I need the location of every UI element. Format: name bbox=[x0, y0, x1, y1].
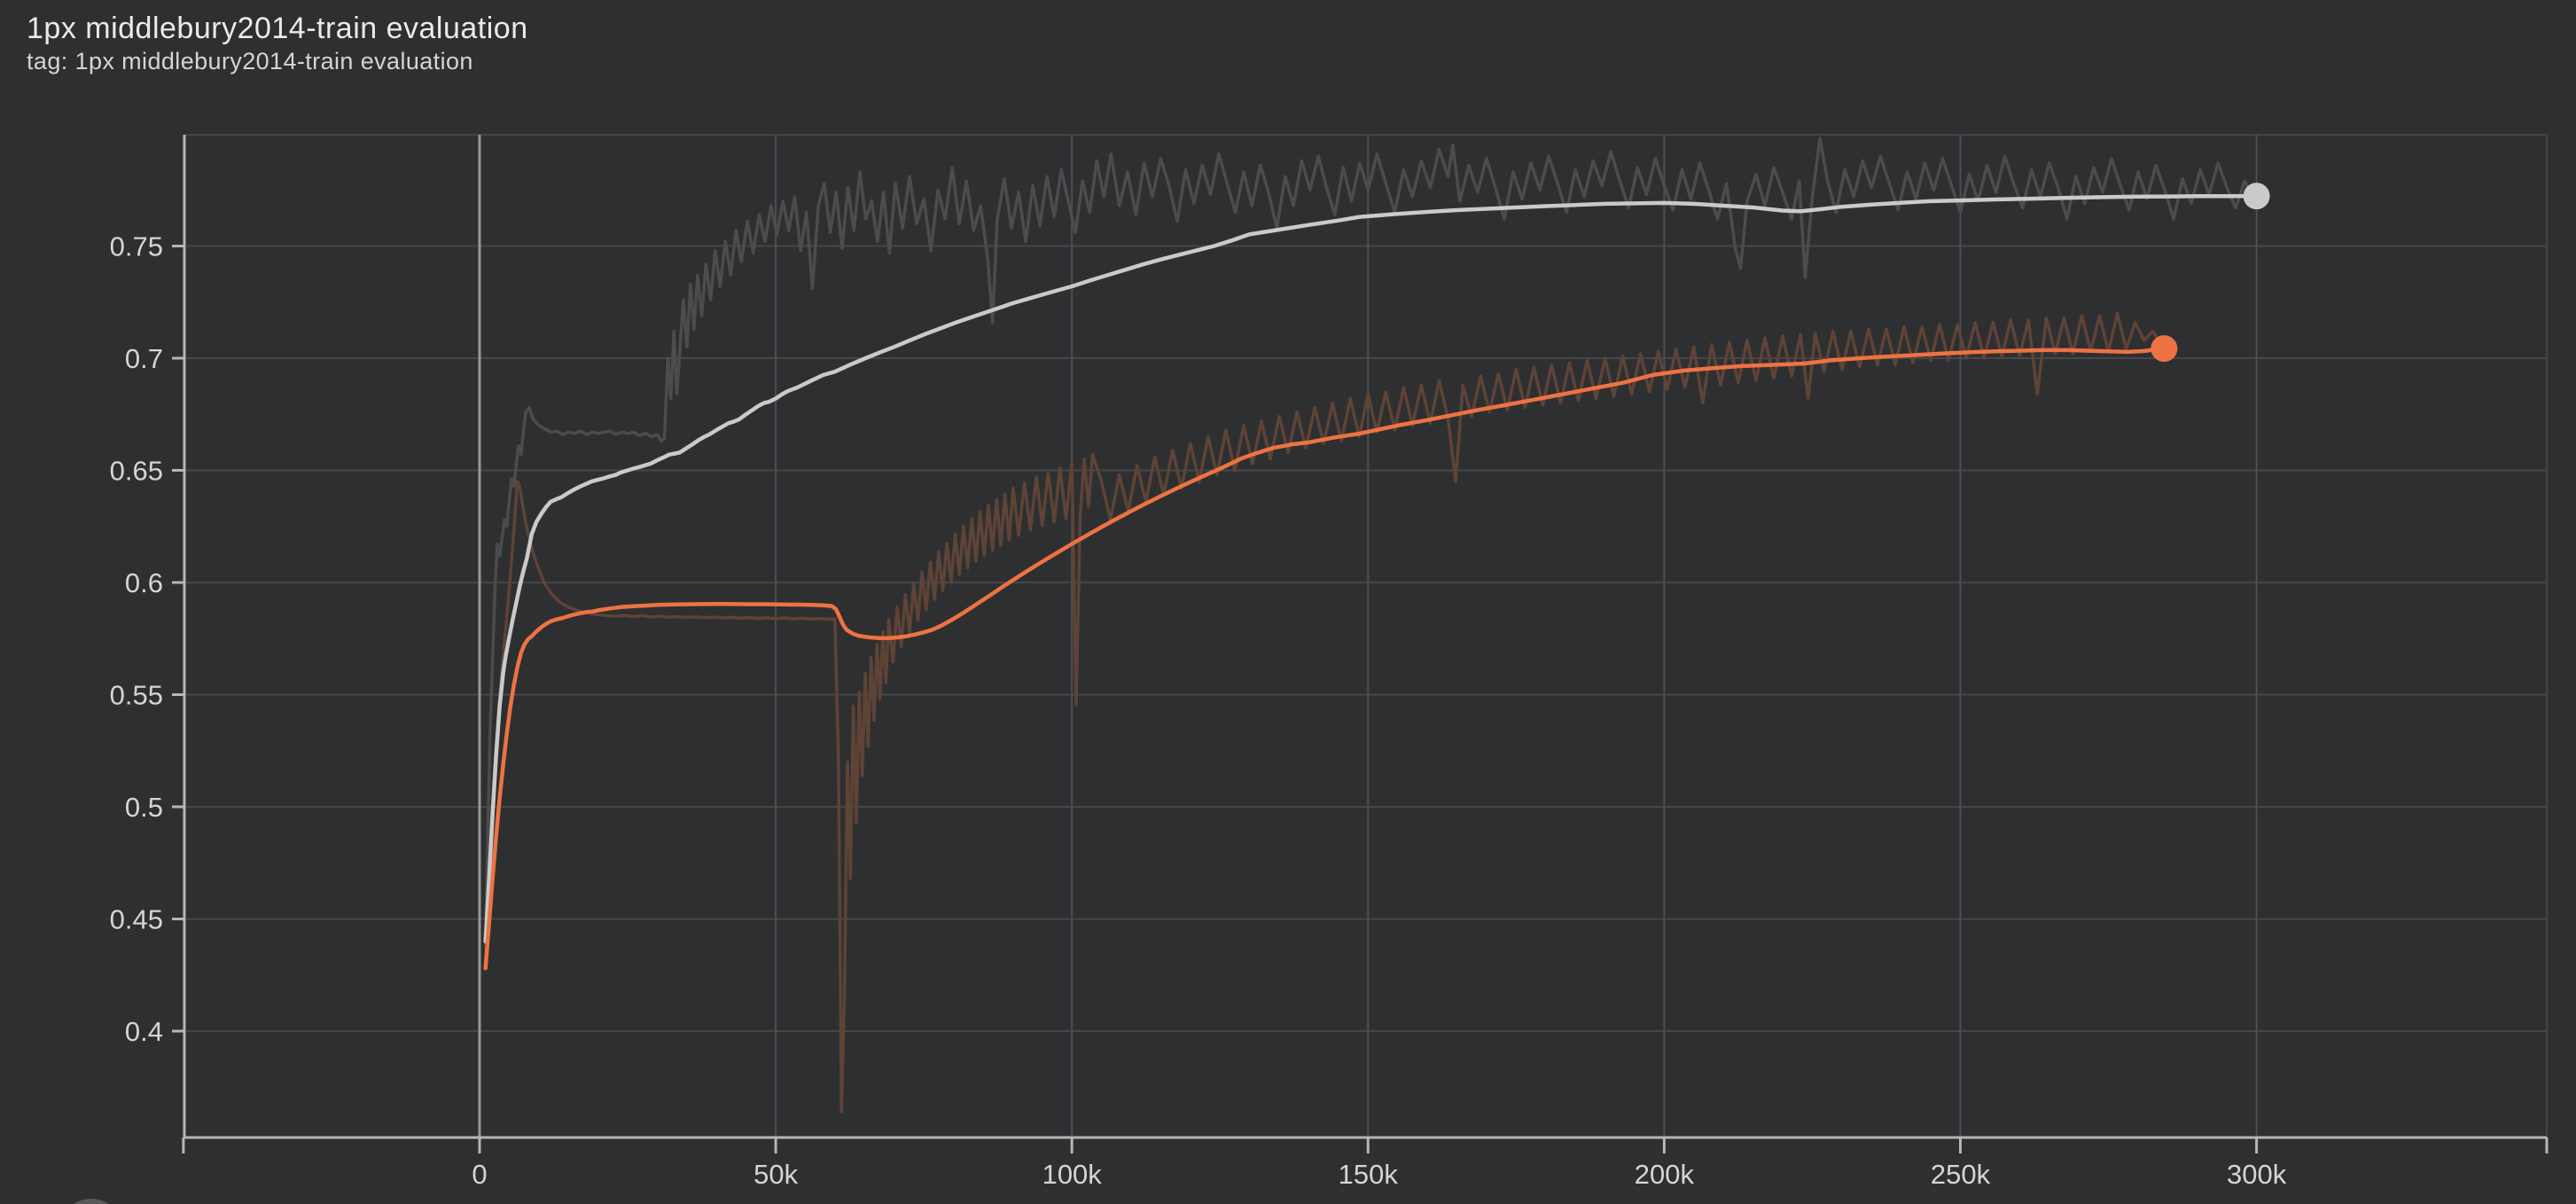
x-tick-label: 50k bbox=[753, 1159, 798, 1190]
x-tick-label: 250k bbox=[1931, 1159, 1991, 1190]
y-tick-label: 0.5 bbox=[125, 792, 163, 823]
chart-header: 1px middlebury2014-train evaluation tag:… bbox=[27, 11, 528, 76]
chart-title: 1px middlebury2014-train evaluation bbox=[27, 12, 528, 45]
y-tick-label: 0.6 bbox=[125, 567, 163, 598]
y-tick-label: 0.55 bbox=[110, 680, 163, 711]
y-tick-label: 0.4 bbox=[125, 1016, 163, 1047]
x-tick-label: 150k bbox=[1339, 1159, 1399, 1190]
x-tick-label: 300k bbox=[2227, 1159, 2287, 1190]
orange-smoothed-endpoint-marker[interactable] bbox=[2151, 335, 2178, 363]
gray-smoothed-endpoint-marker[interactable] bbox=[2243, 183, 2270, 210]
orange-raw-line bbox=[483, 311, 2166, 1114]
gray-smoothed-line bbox=[483, 193, 2259, 944]
y-tick-label: 0.45 bbox=[110, 904, 163, 935]
y-tick-label: 0.65 bbox=[110, 456, 163, 487]
y-tick-label: 0.75 bbox=[110, 231, 163, 262]
y-tick-label: 0.7 bbox=[125, 343, 163, 374]
gray-raw-line bbox=[483, 137, 2259, 948]
x-tick-label: 0 bbox=[472, 1159, 487, 1190]
x-tick-label: 100k bbox=[1042, 1159, 1103, 1190]
corner-circle-button[interactable] bbox=[59, 1199, 123, 1204]
x-tick-label: 200k bbox=[1635, 1159, 1695, 1190]
orange-smoothed-line bbox=[483, 346, 2166, 971]
chart-tag-subtitle: tag: 1px middlebury2014-train evaluation bbox=[27, 48, 473, 74]
